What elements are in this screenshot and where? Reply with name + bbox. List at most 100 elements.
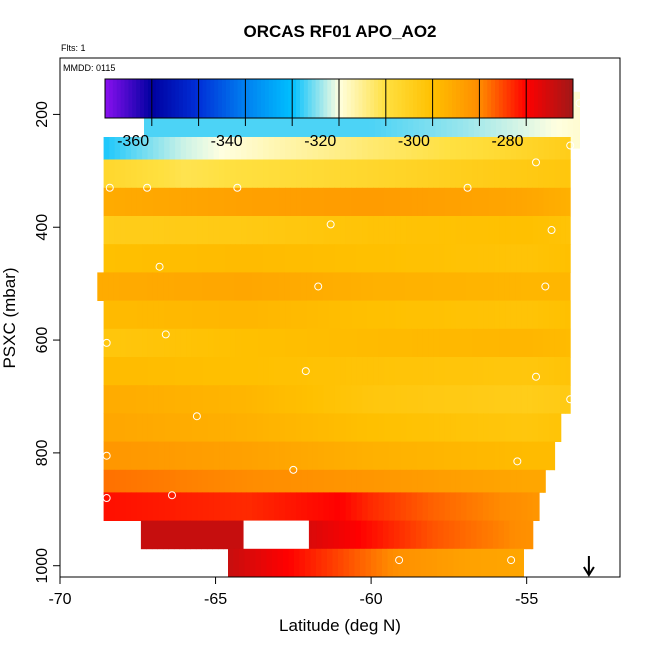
heatmap-cell (422, 385, 429, 414)
heatmap-cell (356, 385, 363, 414)
heatmap-cell (516, 187, 522, 217)
heatmap-cell (279, 413, 286, 442)
heatmap-cell (428, 137, 434, 160)
heatmap-cell (153, 413, 159, 442)
heatmap-cell (356, 469, 363, 493)
heatmap-cell (549, 300, 555, 330)
heatmap-cell (208, 328, 214, 358)
heatmap-cell (560, 216, 566, 245)
heatmap-cell (362, 244, 368, 273)
heatmap-cell (461, 413, 467, 442)
heatmap-cell (378, 216, 385, 245)
heatmap-cell (279, 469, 286, 493)
heatmap-cell (417, 441, 423, 471)
heatmap-cell (406, 492, 412, 521)
heatmap-cell (461, 328, 467, 358)
heatmap-cell (433, 328, 440, 358)
heatmap-cell (338, 548, 344, 578)
heatmap-cell (356, 137, 363, 160)
heatmap-cell (433, 413, 440, 442)
arrow-head (583, 566, 595, 577)
heatmap-cell (439, 216, 445, 245)
heatmap-cell (230, 216, 236, 245)
heatmap-cell (296, 469, 302, 493)
heatmap-cell (428, 492, 434, 521)
heatmap-cell (131, 469, 137, 493)
heatmap-cell (296, 441, 302, 471)
heatmap-cell (477, 385, 484, 414)
heatmap-cell (114, 159, 121, 189)
heatmap-cell (400, 328, 407, 358)
flight-point (161, 330, 170, 339)
heatmap-cell (516, 137, 522, 160)
heatmap-cell (213, 244, 220, 273)
heatmap-cell (279, 137, 286, 160)
heatmap-cell (450, 216, 456, 245)
heatmap-cell (285, 300, 291, 330)
heatmap-cell (246, 300, 253, 330)
heatmap-cell (521, 441, 528, 471)
heatmap-cell (207, 272, 214, 301)
heatmap-cell (488, 300, 495, 330)
heatmap-cell (285, 469, 291, 493)
heatmap-cell (395, 187, 401, 217)
heatmap-cell (538, 216, 544, 245)
heatmap-cell (279, 492, 286, 521)
heatmap-cell (435, 91, 442, 149)
heatmap-cell (560, 357, 566, 386)
heatmap-cell (329, 328, 335, 358)
heatmap-cell (367, 441, 374, 471)
heatmap-cell (239, 548, 245, 578)
heatmap-cell (351, 187, 357, 217)
heatmap-cell (411, 328, 418, 358)
heatmap-cell (290, 492, 297, 521)
heatmap-cell (186, 300, 192, 330)
heatmap-cell (175, 328, 181, 358)
heatmap-cell (433, 137, 440, 160)
heatmap-cell (378, 159, 385, 189)
heatmap-cell (329, 385, 335, 414)
heatmap-cell (307, 385, 313, 414)
heatmap-cell (351, 469, 357, 493)
heatmap-cell (301, 244, 308, 273)
heatmap-cell (318, 357, 324, 386)
heatmap-cell (545, 91, 552, 149)
heatmap-cell (543, 137, 550, 160)
colorbar-swatch (483, 79, 488, 118)
heatmap-cell (345, 357, 352, 386)
heatmap-cell (169, 137, 176, 160)
heatmap-cell (208, 187, 214, 217)
heatmap-cell (466, 216, 473, 245)
heatmap-cell (169, 385, 176, 414)
heatmap-cell (318, 328, 324, 358)
heatmap-cell (323, 244, 330, 273)
heatmap-cell (329, 216, 335, 245)
heatmap-cell (268, 385, 275, 414)
heatmap-cell (389, 216, 396, 245)
heatmap-cell (389, 300, 396, 330)
heatmap-cell (285, 357, 291, 386)
heatmap-cell (439, 328, 445, 358)
heatmap-cell (268, 441, 275, 471)
x-tick-label: -70 (48, 591, 71, 608)
heatmap-cell (377, 520, 384, 550)
colorbar-swatch (163, 79, 168, 118)
colorbar-swatch (233, 79, 239, 118)
heatmap-cell (241, 216, 247, 245)
heatmap-cell (323, 159, 330, 189)
heatmap-cell (505, 244, 511, 273)
heatmap-cell (202, 244, 209, 273)
heatmap-cell (389, 492, 396, 521)
heatmap-cell (554, 300, 561, 330)
heatmap-cell (307, 137, 313, 160)
heatmap-cell (373, 216, 379, 245)
heatmap-cell (169, 469, 176, 493)
heatmap-cell (120, 441, 126, 471)
colorbar-swatch (128, 79, 133, 118)
heatmap-cell (329, 441, 335, 471)
heatmap-cell (136, 385, 143, 414)
heatmap-cell (329, 187, 335, 217)
heatmap-cell (499, 300, 506, 330)
heatmap-cell (367, 137, 374, 160)
